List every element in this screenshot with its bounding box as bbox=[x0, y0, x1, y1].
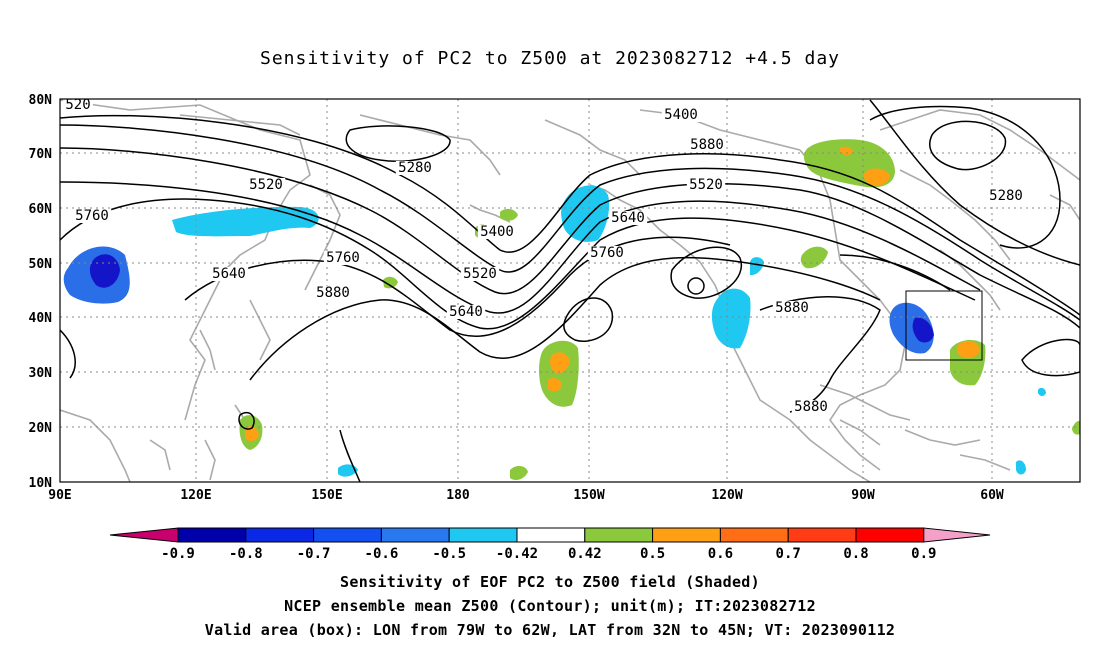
colorbar-label: 0.7 bbox=[776, 546, 801, 562]
contour-label: 5760 bbox=[326, 250, 360, 266]
contour-label: 5880 bbox=[794, 399, 828, 415]
lon-tick-label: 180 bbox=[446, 488, 470, 503]
contour-label: 5640 bbox=[449, 304, 483, 320]
colorbar-label: 0.9 bbox=[911, 546, 936, 562]
contour-label: 5520 bbox=[689, 177, 723, 193]
map-frame bbox=[59, 98, 1081, 483]
lat-tick-label: 10N bbox=[29, 476, 53, 491]
sensitivity-area bbox=[1016, 460, 1026, 475]
colorbar-label: 0.5 bbox=[640, 546, 665, 562]
sensitivity-area bbox=[1072, 420, 1080, 435]
lon-tick-label: 90E bbox=[48, 488, 71, 503]
sensitivity-area bbox=[510, 466, 528, 480]
valid-area-box bbox=[905, 290, 983, 361]
colorbar-label: -0.6 bbox=[365, 546, 399, 562]
colorbar-bin bbox=[177, 527, 247, 543]
colorbar-bin bbox=[380, 527, 450, 543]
colorbar-label: -0.8 bbox=[229, 546, 263, 562]
contour-label: 5880 bbox=[690, 137, 724, 153]
lat-tick-label: 40N bbox=[29, 311, 53, 326]
lat-tick-label: 80N bbox=[29, 93, 53, 108]
sensitivity-area bbox=[549, 352, 570, 374]
colorbar-label: -0.42 bbox=[496, 546, 538, 562]
contour-label: 5520 bbox=[249, 177, 283, 193]
lon-tick-label: 120W bbox=[711, 488, 742, 503]
lon-tick-label: 120E bbox=[180, 488, 211, 503]
sensitivity-area bbox=[539, 340, 579, 407]
lon-tick-label: 60W bbox=[980, 488, 1004, 503]
z500-contours bbox=[60, 99, 1080, 482]
contour-label: 5280 bbox=[398, 160, 432, 176]
contour-label: 5520 bbox=[463, 266, 497, 282]
colorbar-bin bbox=[652, 527, 721, 543]
colorbar-label: 0.6 bbox=[708, 546, 733, 562]
sensitivity-area bbox=[912, 317, 934, 343]
sensitivity-area bbox=[956, 340, 980, 358]
gridlines bbox=[60, 99, 1080, 482]
colorbar-bin bbox=[855, 527, 925, 543]
contour-label: 5640 bbox=[611, 210, 645, 226]
colorbar-label: 0.42 bbox=[568, 546, 602, 562]
sensitivity-area bbox=[500, 208, 518, 221]
lon-tick-label: 90W bbox=[851, 488, 875, 503]
contour-label: 5400 bbox=[664, 107, 698, 123]
colorbar-bin bbox=[584, 527, 654, 543]
sensitivity-area bbox=[711, 288, 751, 349]
lat-tick-label: 70N bbox=[29, 147, 53, 162]
sensitivity-area bbox=[1038, 387, 1046, 396]
colorbar-bin bbox=[448, 527, 518, 543]
lat-tick-label: 20N bbox=[29, 421, 53, 436]
contour-label: 520 bbox=[65, 97, 90, 113]
contour-label: 5400 bbox=[480, 224, 514, 240]
lon-tick-label: 150W bbox=[573, 488, 604, 503]
colorbar-bin bbox=[719, 527, 789, 543]
sensitivity-area bbox=[172, 206, 319, 237]
contour-label: 5640 bbox=[212, 266, 246, 282]
contour-label: 5760 bbox=[590, 245, 624, 261]
contour-labels: 520 5280 5400 5520 5640 5760 5400 5520 5640 5760 5… bbox=[63, 97, 1026, 415]
sensitivity-area bbox=[548, 377, 562, 392]
lat-tick-label: 60N bbox=[29, 202, 53, 217]
footer-line-1: Sensitivity of EOF PC2 to Z500 field (Sh… bbox=[340, 573, 760, 591]
colorbar: -0.9 -0.8 -0.7 -0.6 -0.5 -0.42 0.42 0.5 0.6 0.7 0.… bbox=[109, 527, 991, 562]
contour-label: 5880 bbox=[316, 285, 350, 301]
sensitivity-area bbox=[840, 146, 853, 155]
sensitivity-area bbox=[383, 276, 398, 289]
colorbar-label: -0.5 bbox=[432, 546, 466, 562]
lat-tick-label: 30N bbox=[29, 366, 53, 381]
contour-label: 5280 bbox=[989, 188, 1023, 204]
colorbar-label: -0.9 bbox=[161, 546, 195, 562]
sensitivity-area bbox=[863, 168, 890, 186]
sensitivity-area bbox=[800, 246, 828, 269]
sensitivity-shading bbox=[63, 139, 1080, 480]
colorbar-bin bbox=[313, 527, 382, 543]
colorbar-label: 0.8 bbox=[843, 546, 868, 562]
colorbar-bin bbox=[516, 527, 586, 543]
lon-tick-label: 150E bbox=[311, 488, 342, 503]
contour-label: 5880 bbox=[775, 300, 809, 316]
chart-title: Sensitivity of PC2 to Z500 at 2023082712… bbox=[259, 48, 840, 69]
contour-label: 5760 bbox=[75, 208, 109, 224]
colorbar-low-triangle bbox=[109, 527, 179, 543]
sensitivity-area bbox=[561, 185, 610, 242]
lat-tick-label: 50N bbox=[29, 257, 53, 272]
colorbar-bin bbox=[245, 527, 315, 543]
footer-line-2: NCEP ensemble mean Z500 (Contour); unit(… bbox=[284, 597, 816, 615]
colorbar-label: -0.7 bbox=[297, 546, 331, 562]
sensitivity-area bbox=[750, 257, 764, 276]
colorbar-bin bbox=[787, 527, 857, 543]
colorbar-high-triangle bbox=[923, 527, 991, 543]
footer-line-3: Valid area (box): LON from 79W to 62W, L… bbox=[204, 621, 896, 639]
